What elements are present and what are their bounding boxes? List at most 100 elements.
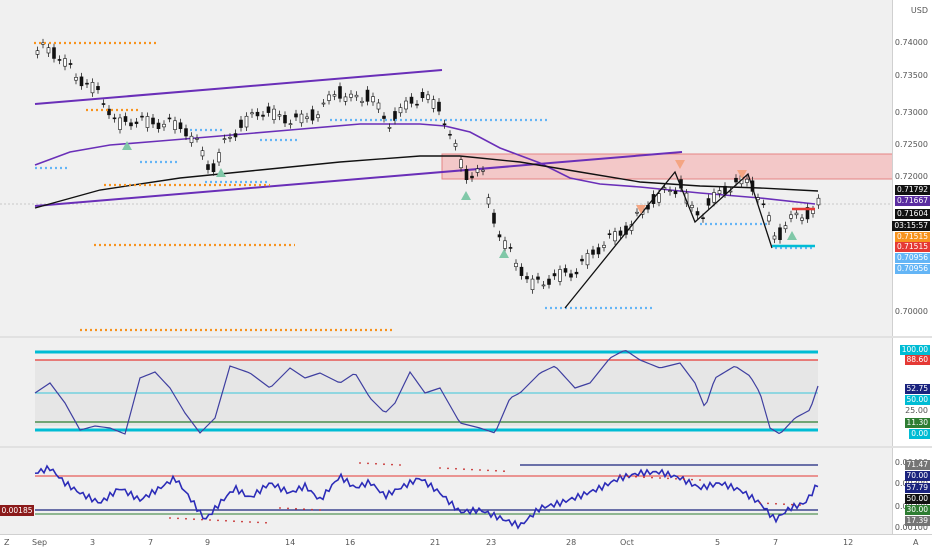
osc-signal-dot bbox=[279, 507, 281, 509]
candle-body bbox=[552, 273, 557, 277]
candle-body bbox=[497, 234, 502, 238]
time-axis-label: Sep bbox=[32, 538, 48, 547]
candle-body bbox=[717, 190, 722, 194]
osc-signal-dot bbox=[463, 468, 465, 471]
time-axis[interactable]: Z Sep 3 7 9 14 16 21 23 28 Oct 5 7 12 A bbox=[0, 534, 932, 551]
candle-body bbox=[288, 123, 293, 125]
candle-body bbox=[415, 103, 419, 106]
price-pane[interactable]: USD 0.74000 0.73500 0.73000 0.72500 0.72000 0… bbox=[0, 0, 932, 336]
candle-body bbox=[206, 164, 210, 170]
moving-average-purple bbox=[34, 123, 816, 205]
price-tag: 0.71604 bbox=[894, 209, 930, 219]
price-axis[interactable]: USD 0.74000 0.73500 0.73000 0.72500 0.72000 0… bbox=[892, 0, 932, 336]
osc-signal-dot bbox=[249, 521, 251, 523]
sell-signal-triangle bbox=[675, 160, 685, 169]
candle-body bbox=[107, 108, 111, 116]
candle-body bbox=[404, 100, 408, 110]
osc-signal-dot bbox=[643, 476, 645, 479]
rsi-plot[interactable] bbox=[0, 338, 893, 446]
candle-body bbox=[316, 114, 320, 119]
price-plot[interactable] bbox=[0, 0, 893, 336]
osc-signal-dot bbox=[359, 462, 361, 464]
candle-body bbox=[574, 271, 579, 275]
axis-tick-label: 0.73500 bbox=[894, 71, 928, 80]
candle-body bbox=[167, 117, 172, 120]
candle-body bbox=[217, 152, 221, 163]
candle-body bbox=[35, 50, 40, 55]
candle-body bbox=[536, 276, 540, 280]
candle-body bbox=[376, 102, 381, 110]
candle-body bbox=[151, 117, 155, 125]
candle-body bbox=[459, 159, 463, 169]
osc-signal-dot bbox=[455, 467, 457, 470]
rsi-axis[interactable]: 25.00 100.00 88.60 52.75 50.00 11.30 0.00 bbox=[892, 338, 932, 446]
osc-signal-dot bbox=[257, 521, 259, 524]
oscillator-plot[interactable] bbox=[0, 448, 893, 534]
candle-body bbox=[338, 86, 342, 99]
osc-signal-dot bbox=[193, 518, 195, 521]
candle-body bbox=[767, 215, 771, 222]
candle-body bbox=[547, 278, 551, 285]
osc-signal-dot bbox=[287, 507, 289, 510]
candle-body bbox=[354, 94, 359, 98]
candle-body bbox=[277, 114, 282, 117]
oscillator-axis[interactable]: 0.004000.003000.002000.00100 71.4770.005… bbox=[892, 448, 932, 534]
candle-body bbox=[305, 116, 309, 119]
osc-signal-dot bbox=[225, 519, 227, 522]
price-tag: 0.71515 bbox=[894, 232, 930, 242]
candle-body bbox=[503, 240, 507, 249]
oscillator-pane[interactable]: 0.004000.003000.002000.00100 71.4770.005… bbox=[0, 448, 932, 534]
price-tag: 52.75 bbox=[904, 384, 930, 394]
candle-body bbox=[371, 96, 375, 103]
candle-body bbox=[349, 93, 353, 98]
price-tag: 50.00 bbox=[904, 395, 930, 405]
price-tag: 0.70956 bbox=[894, 264, 930, 274]
candle-body bbox=[475, 168, 480, 173]
time-axis-label: 14 bbox=[285, 538, 296, 547]
candle-body bbox=[635, 211, 639, 214]
axis-tick-label: 25.00 bbox=[905, 406, 928, 415]
candle-body bbox=[189, 135, 194, 144]
osc-signal-dot bbox=[783, 503, 785, 506]
candle-body bbox=[299, 113, 304, 124]
candle-body bbox=[123, 116, 128, 122]
candle-body bbox=[162, 123, 166, 128]
left-value-tag: 0.00185 bbox=[0, 505, 34, 516]
price-tag: 30.00 bbox=[904, 505, 930, 515]
osc-signal-dot bbox=[201, 518, 203, 521]
osc-signal-dot bbox=[659, 477, 661, 479]
oscillator-series-line bbox=[34, 464, 819, 530]
candle-body bbox=[211, 163, 216, 173]
price-tag: 17.39 bbox=[904, 516, 930, 526]
candle-body bbox=[173, 120, 177, 130]
candle-body bbox=[778, 227, 782, 240]
candle-body bbox=[426, 94, 430, 100]
zoom-button[interactable]: Z bbox=[4, 538, 10, 547]
candle-body bbox=[387, 127, 392, 129]
candle-body bbox=[365, 89, 370, 102]
buy-signal-triangle bbox=[216, 168, 226, 177]
candle-body bbox=[668, 190, 672, 192]
candle-body bbox=[239, 119, 243, 128]
candle-body bbox=[178, 122, 183, 130]
sell-signal-triangle bbox=[636, 205, 646, 214]
osc-signal-dot bbox=[311, 508, 313, 511]
candle-body bbox=[266, 106, 271, 113]
candle-body bbox=[481, 169, 485, 172]
time-axis-label: 5 bbox=[715, 538, 721, 547]
time-axis-label: 9 bbox=[205, 538, 211, 547]
candle-body bbox=[46, 47, 51, 54]
pane-divider[interactable] bbox=[0, 446, 932, 448]
candle-body bbox=[272, 108, 276, 120]
osc-signal-dot bbox=[503, 470, 505, 473]
candle-body bbox=[783, 225, 788, 230]
candle-body bbox=[558, 269, 562, 282]
price-tag: 0.00 bbox=[909, 429, 930, 439]
osc-signal-dot bbox=[791, 503, 793, 506]
candle-body bbox=[657, 193, 661, 203]
osc-signal-dot bbox=[233, 520, 235, 523]
auto-scale-button[interactable]: A bbox=[913, 538, 919, 547]
candle-body bbox=[723, 185, 727, 195]
rsi-pane[interactable]: 25.00 100.00 88.60 52.75 50.00 11.30 0.00 bbox=[0, 338, 932, 446]
pane-divider[interactable] bbox=[0, 336, 932, 338]
